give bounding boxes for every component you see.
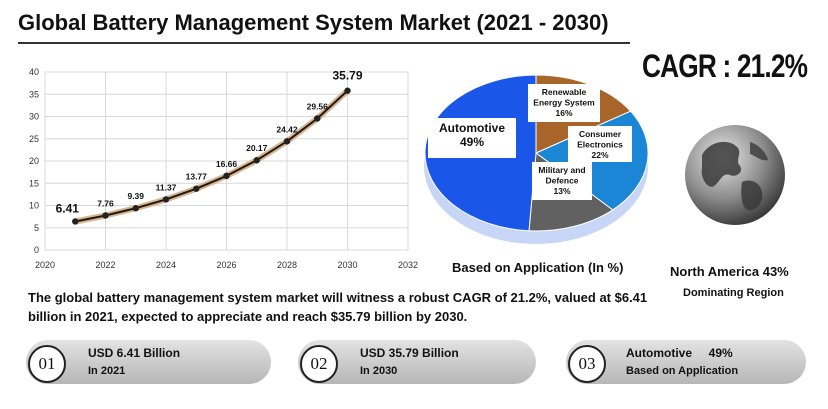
military-slice-label: 13%	[553, 186, 570, 196]
y-tick-label: 20	[29, 156, 39, 166]
data-point	[283, 138, 291, 145]
highlight-caption-2: In 2030	[360, 365, 398, 377]
renewable-label-box	[528, 84, 600, 122]
highlight-number-1: 01	[28, 345, 66, 383]
cagr-headline: CAGR : 21.2%	[642, 48, 808, 84]
data-label: 16.66	[216, 159, 238, 169]
consumer-slice-label: 22%	[591, 150, 608, 160]
highlight-value-2: USD 35.79 Billion	[360, 346, 459, 360]
data-point	[193, 185, 200, 192]
y-tick-label: 35	[29, 89, 39, 99]
market-size-line-chart: 0 5 10 15 20 25 30 35 40 2020 2022 2024 2026 2028 2030…	[29, 67, 418, 270]
data-label: 6.41	[56, 201, 80, 215]
highlight-caption-3: Based on Application	[626, 365, 739, 377]
y-tick-label: 0	[34, 245, 39, 255]
page-title: Global Battery Management System Market …	[18, 10, 609, 35]
consumer-label-box	[568, 126, 632, 162]
data-label: 7.76	[97, 198, 114, 208]
data-label: 35.79	[332, 69, 362, 83]
military-slice-label: Military and	[538, 165, 585, 175]
globe-icon	[685, 125, 785, 225]
y-tick-label: 10	[29, 201, 39, 211]
consumer-slice-label: Electronics	[577, 140, 623, 150]
y-tick-label: 30	[29, 112, 39, 122]
y-tick-label: 5	[34, 223, 39, 233]
highlight-number-2: 02	[300, 345, 338, 383]
military-slice-label: Defence	[545, 176, 578, 186]
data-point	[132, 205, 139, 212]
pie-caption: Based on Application (In %)	[452, 260, 624, 275]
data-label: 29.56	[307, 101, 329, 111]
renewable-slice-label: 16%	[555, 108, 572, 118]
renewable-slice-label: Renewable	[542, 87, 587, 97]
x-tick-label: 2022	[95, 260, 115, 270]
automotive-slice-label: Automotive	[439, 121, 505, 135]
data-point	[162, 196, 170, 203]
y-tick-label: 15	[29, 178, 39, 188]
data-label: 24.42	[276, 124, 298, 134]
x-tick-label: 2030	[337, 260, 357, 270]
consumer-slice-label: Consumer	[579, 129, 622, 139]
highlight-number-3: 03	[568, 345, 606, 383]
data-point	[314, 115, 321, 122]
automotive-slice-label: 49%	[460, 135, 484, 149]
x-tick-label: 2028	[277, 260, 297, 270]
dominating-region-subtitle: Dominating Region	[683, 287, 784, 299]
highlight-value-3: Automotive 49%	[626, 346, 733, 360]
x-tick-label: 2032	[398, 260, 418, 270]
military-label-box	[532, 162, 592, 200]
x-tick-label: 2020	[35, 260, 55, 270]
highlight-caption-1: In 2021	[88, 365, 126, 377]
data-label: 11.37	[156, 182, 177, 192]
data-label: 13.77	[186, 172, 208, 182]
highlight-pill-1	[26, 340, 271, 384]
data-point	[344, 87, 351, 94]
x-tick-label: 2026	[216, 260, 236, 270]
data-point	[72, 218, 79, 225]
series-line	[75, 89, 349, 223]
y-tick-label: 40	[29, 67, 39, 77]
market-summary-text: The global battery management system mar…	[28, 290, 648, 324]
data-point	[253, 157, 260, 164]
automotive-label-box	[428, 118, 516, 158]
renewable-slice-label: Energy System	[533, 98, 595, 108]
x-tick-label: 2024	[156, 260, 176, 270]
title-underline	[18, 42, 630, 44]
data-label: 20.17	[246, 143, 268, 153]
data-point	[223, 172, 230, 180]
dominating-region-label: North America 43%	[670, 264, 789, 279]
highlight-pill-3	[566, 340, 806, 384]
highlight-value-1: USD 6.41 Billion	[88, 346, 181, 360]
data-label: 9.39	[127, 191, 144, 201]
y-tick-label: 25	[29, 134, 39, 144]
data-point	[102, 212, 109, 219]
